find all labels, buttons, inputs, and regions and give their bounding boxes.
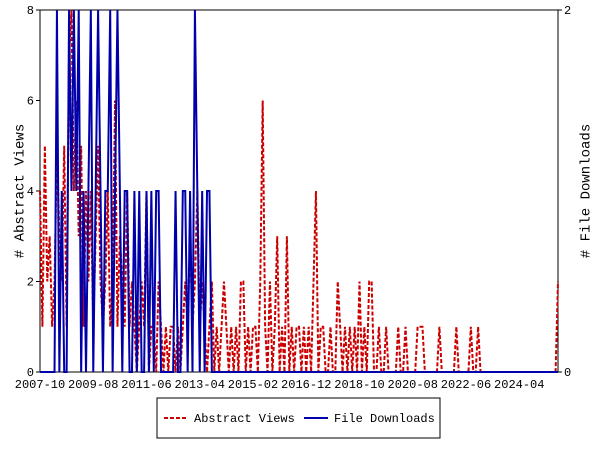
- x-tick-label: 2022-06: [441, 378, 491, 392]
- y-tick-label: 2: [27, 276, 34, 290]
- legend-label: Abstract Views: [194, 412, 295, 426]
- x-tick-label: 2024-04: [494, 378, 544, 392]
- series-line: [39, 9, 559, 373]
- x-tick-label: 2018-10: [334, 378, 384, 392]
- x-tick-label: 2020-08: [388, 378, 438, 392]
- y2-tick-label: 0: [564, 366, 571, 380]
- x-tick-label: 2009-08: [68, 378, 118, 392]
- y-tick-label: 4: [27, 185, 34, 199]
- y-axis-title: # Abstract Views: [13, 124, 29, 258]
- x-tick-label: 2011-06: [121, 378, 171, 392]
- y2-tick-label: 2: [564, 4, 571, 18]
- series-line: [40, 9, 558, 373]
- legend-label: File Downloads: [334, 412, 435, 426]
- y-tick-label: 8: [27, 4, 34, 18]
- legend: [156, 397, 441, 439]
- y-tick-label: 6: [27, 95, 34, 109]
- x-tick-label: 2013-04: [175, 378, 225, 392]
- x-tick-label: 2016-12: [281, 378, 331, 392]
- y2-axis-title: # File Downloads: [579, 124, 595, 258]
- x-tick-label: 2015-02: [228, 378, 278, 392]
- x-tick-label: 2007-10: [15, 378, 65, 392]
- y-tick-label: 0: [27, 366, 34, 380]
